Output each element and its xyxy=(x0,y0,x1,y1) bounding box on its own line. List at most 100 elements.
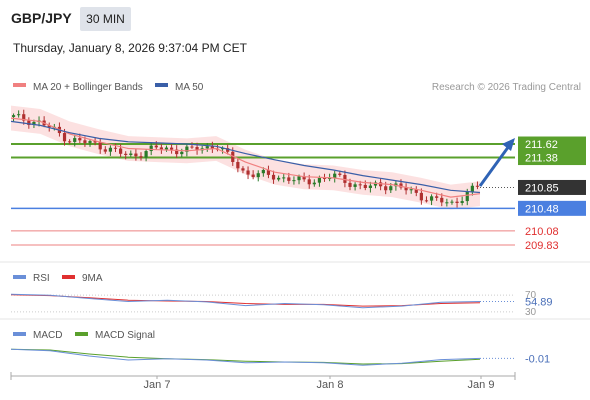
candle-body xyxy=(220,148,225,150)
rsi-ma-legend-swatch xyxy=(62,275,75,279)
macd-signal-legend-swatch xyxy=(75,332,88,336)
candle-body xyxy=(266,170,271,175)
candle-body xyxy=(93,141,97,143)
candle-body xyxy=(384,186,388,191)
forecast-arrow-shaft xyxy=(478,145,511,187)
candle-body xyxy=(440,197,444,203)
candle-body xyxy=(159,147,163,150)
x-tick-label: Jan 7 xyxy=(144,379,171,391)
candle-body xyxy=(124,153,128,155)
candle-body xyxy=(113,147,118,149)
candle-body xyxy=(358,184,362,186)
resistance-tag xyxy=(518,150,586,166)
candle-body xyxy=(139,156,143,158)
candle-body xyxy=(307,179,311,185)
candle-body xyxy=(429,196,434,201)
rsi-ma-legend-label: 9MA xyxy=(82,273,103,284)
resistance-tag-label: 211.38 xyxy=(525,153,558,165)
candle-body xyxy=(175,149,179,155)
candle-body xyxy=(353,184,357,187)
candle-body xyxy=(435,196,439,198)
rsi-line xyxy=(10,293,481,309)
timeframe-badge[interactable]: 30 MIN xyxy=(80,7,131,31)
candle-body xyxy=(32,121,36,126)
candle-body xyxy=(455,201,459,203)
candle-body xyxy=(261,170,265,174)
resistance-tag xyxy=(518,136,586,152)
candle-body xyxy=(297,176,301,181)
candle-body xyxy=(404,187,408,191)
candle-body xyxy=(363,184,367,189)
candle-body xyxy=(129,153,133,155)
candle-body xyxy=(292,180,296,182)
chart-datetime: Thursday, January 8, 2026 9:37:04 PM CET xyxy=(13,41,247,55)
candle-body xyxy=(88,141,92,143)
ma50-legend-swatch xyxy=(155,83,168,87)
candle-body xyxy=(231,151,235,162)
candle-body xyxy=(317,177,322,183)
candle-body xyxy=(322,177,327,179)
candle-body xyxy=(450,201,454,203)
candle-body xyxy=(195,147,199,151)
candle-body xyxy=(119,148,123,154)
candle-body xyxy=(108,147,113,152)
candle-body xyxy=(333,173,337,179)
ma20-line xyxy=(10,117,481,198)
rsi-legend-swatch xyxy=(13,275,26,279)
candle-body xyxy=(149,145,153,152)
rsi-ma-line xyxy=(10,294,481,307)
x-tick-label: Jan 9 xyxy=(468,379,495,391)
candle-body xyxy=(348,182,352,187)
candle-body xyxy=(17,114,21,116)
candle-body xyxy=(287,177,291,181)
candle-body xyxy=(399,183,403,188)
candle-body xyxy=(251,174,255,178)
candle-body xyxy=(465,191,469,202)
candle-body xyxy=(389,186,393,191)
pivot-tag-label: 210.85 xyxy=(525,182,559,194)
candle-body xyxy=(210,146,214,149)
candle-body xyxy=(236,161,240,169)
ma20-legend-swatch xyxy=(13,83,26,87)
resistance-tag-label: 211.62 xyxy=(525,139,558,151)
support-tag-label: 210.48 xyxy=(525,203,559,215)
macd-legend-label: MACD xyxy=(33,330,62,341)
candle-body xyxy=(68,141,72,143)
candle-body xyxy=(338,173,342,175)
candle-body xyxy=(22,114,26,121)
candle-body xyxy=(47,125,51,128)
ma50-legend-label: MA 50 xyxy=(175,82,204,93)
rsi-tick-label: 30 xyxy=(525,307,537,318)
candle-body xyxy=(246,170,250,175)
macd-line xyxy=(10,348,481,366)
extra-level-label: 209.83 xyxy=(525,240,559,252)
watermark: Research © 2026 Trading Central xyxy=(432,82,581,93)
candle-body xyxy=(328,178,332,180)
pivot-tag xyxy=(518,179,586,195)
candle-body xyxy=(373,182,378,186)
candle-body xyxy=(190,146,194,148)
candle-body xyxy=(169,147,174,150)
pair-title: GBP/JPY xyxy=(11,10,72,26)
candle-body xyxy=(312,182,316,185)
ma20-legend-label: MA 20 + Bollinger Bands xyxy=(33,82,143,93)
macd-last-value: -0.01 xyxy=(525,353,550,365)
candle-body xyxy=(180,151,184,155)
candle-body xyxy=(73,138,77,142)
candle-body xyxy=(302,176,306,180)
candle-body xyxy=(154,145,158,148)
candle-body xyxy=(205,146,209,149)
ma50-line xyxy=(10,120,481,194)
candle-body xyxy=(11,115,16,117)
support-tag xyxy=(518,200,586,216)
rsi-tick-label: 70 xyxy=(525,290,537,301)
candle-body xyxy=(144,151,148,158)
candle-body xyxy=(470,185,474,192)
candle-body xyxy=(282,177,286,179)
forecast-arrow-head xyxy=(502,138,515,151)
candle-body xyxy=(185,146,189,152)
candle-body xyxy=(409,189,413,191)
candle-body xyxy=(83,140,87,143)
candle-body xyxy=(277,177,281,180)
